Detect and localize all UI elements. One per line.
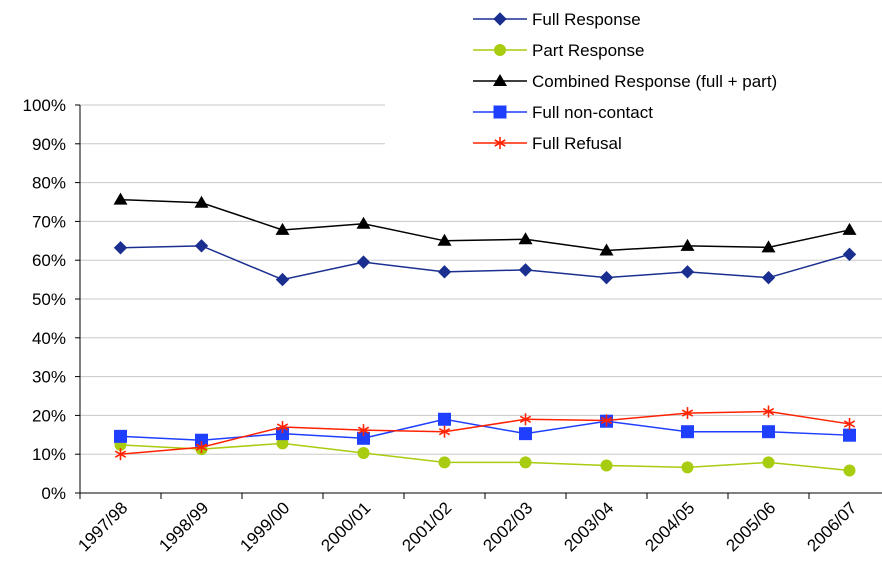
data-point — [195, 441, 208, 454]
data-point — [681, 407, 694, 420]
legend-label: Full Refusal — [532, 134, 622, 153]
y-tick-label: 100% — [23, 96, 66, 115]
legend-item: Combined Response (full + part) — [473, 72, 777, 91]
y-axis: 0% 10% 20% 30% 40% 50% 60% 70% 80% 90% 100% — [23, 96, 81, 503]
x-tick-label: 1999/00 — [236, 498, 293, 555]
y-tick-label: 90% — [32, 135, 66, 154]
x-tick-label: 1998/99 — [155, 498, 212, 555]
data-point — [357, 431, 370, 445]
data-point — [599, 270, 614, 285]
data-point — [276, 421, 289, 434]
data-point — [275, 272, 290, 287]
y-tick-label: 0% — [41, 484, 66, 503]
y-tick-label: 20% — [32, 406, 66, 425]
series-line — [120, 442, 850, 472]
data-point — [842, 247, 857, 262]
y-tick-label: 70% — [32, 212, 66, 231]
legend: Full Response Part Response Combined Respo… — [385, 0, 882, 165]
legend-label: Part Response — [532, 41, 644, 60]
data-point — [599, 243, 614, 256]
data-point — [681, 425, 694, 439]
data-point — [276, 427, 289, 441]
y-tick-label: 80% — [32, 174, 66, 193]
x-tick-label: 2002/03 — [479, 498, 536, 555]
data-point — [600, 414, 613, 427]
data-point — [438, 425, 451, 438]
x-axis: 1997/98 1998/99 1999/00 2000/01 2001/02 2002/… — [74, 492, 882, 555]
series-line — [120, 410, 850, 455]
data-point — [195, 433, 208, 447]
legend-item: Part Response — [473, 41, 644, 60]
x-tick-label: 2004/05 — [641, 498, 698, 555]
data-point — [357, 424, 370, 437]
data-point — [493, 74, 507, 86]
data-point — [680, 265, 695, 279]
series-line — [120, 245, 850, 281]
data-point — [114, 429, 127, 443]
data-point — [493, 105, 507, 119]
data-point — [600, 459, 613, 472]
x-tick-label: 2005/06 — [722, 498, 779, 555]
data-point — [762, 425, 775, 439]
data-point — [494, 44, 506, 56]
data-point — [438, 412, 451, 426]
y-tick-label: 60% — [32, 251, 66, 270]
data-point — [194, 195, 209, 208]
data-point — [519, 456, 532, 469]
series-group — [113, 192, 857, 477]
legend-item: Full non-contact — [473, 103, 653, 122]
series-2 — [113, 192, 857, 256]
data-point — [357, 447, 370, 460]
data-point — [843, 417, 856, 430]
data-point — [275, 222, 290, 235]
x-tick-label: 2003/04 — [560, 498, 617, 555]
data-point — [519, 427, 532, 441]
series-1 — [114, 437, 856, 477]
y-tick-label: 50% — [32, 290, 66, 309]
data-point — [680, 238, 695, 251]
legend-label: Full non-contact — [532, 103, 653, 122]
data-point — [762, 405, 775, 418]
data-point — [113, 192, 128, 205]
data-point — [761, 240, 776, 253]
legend-background — [385, 0, 882, 165]
y-tick-label: 30% — [32, 368, 66, 387]
series-line — [120, 198, 850, 252]
legend-label: Full Response — [532, 10, 641, 29]
data-point — [356, 255, 371, 269]
series-line — [120, 418, 850, 441]
data-point — [843, 428, 856, 442]
data-point — [437, 233, 452, 246]
data-point — [194, 239, 209, 253]
legend-label: Combined Response (full + part) — [532, 72, 777, 91]
data-point — [356, 216, 371, 229]
data-point — [762, 456, 775, 469]
x-tick-label: 2006/07 — [803, 498, 860, 555]
data-point — [518, 232, 533, 245]
data-point — [494, 137, 506, 149]
data-point — [519, 413, 532, 426]
x-tick-label: 2000/01 — [317, 498, 374, 555]
legend-item: Full Response — [473, 10, 641, 29]
data-point — [114, 448, 127, 461]
data-point — [842, 222, 857, 235]
data-point — [843, 464, 856, 477]
data-point — [518, 263, 533, 277]
legend-item: Full Refusal — [473, 134, 622, 153]
x-tick-label: 2001/02 — [398, 498, 455, 555]
series-4 — [114, 405, 856, 461]
data-point — [493, 12, 507, 26]
data-point — [437, 265, 452, 279]
y-tick-label: 10% — [32, 445, 66, 464]
x-tick-label: 1997/98 — [74, 498, 131, 555]
y-tick-label: 40% — [32, 329, 66, 348]
series-0 — [113, 239, 857, 287]
data-point — [438, 456, 451, 469]
data-point — [113, 241, 128, 255]
data-point — [761, 270, 776, 285]
data-point — [681, 461, 694, 474]
data-point — [276, 437, 289, 450]
